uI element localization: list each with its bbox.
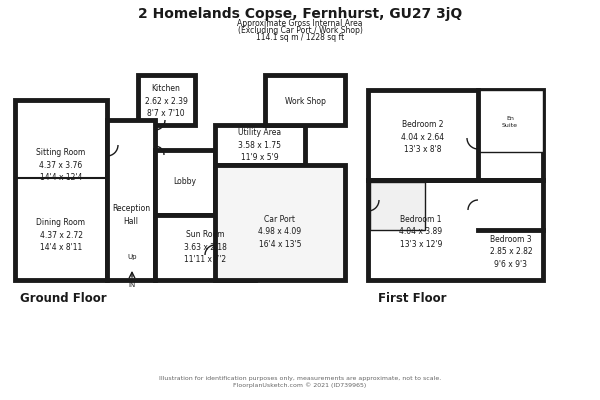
Text: Sun Room
3.63 x 2.18
11'11 x 7'2: Sun Room 3.63 x 2.18 11'11 x 7'2 (184, 230, 226, 264)
Text: Dining Room
4.37 x 2.72
14'4 x 8'11: Dining Room 4.37 x 2.72 14'4 x 8'11 (37, 218, 86, 252)
Text: Illustration for identification purposes only, measurements are approximate, not: Illustration for identification purposes… (159, 376, 441, 381)
Text: Bedroom 3
2.85 x 2.82
9'6 x 9'3: Bedroom 3 2.85 x 2.82 9'6 x 9'3 (490, 235, 532, 269)
Text: Bedroom 2
4.04 x 2.64
13'3 x 8'8: Bedroom 2 4.04 x 2.64 13'3 x 8'8 (401, 120, 445, 154)
Text: En
Suite: En Suite (502, 116, 518, 128)
Bar (368, 90, 543, 180)
Bar (478, 90, 543, 152)
Bar (15, 100, 107, 280)
Text: Ground Floor: Ground Floor (20, 292, 107, 305)
Text: Reception
Hall: Reception Hall (112, 204, 150, 226)
Bar (368, 180, 543, 280)
Text: Kitchen
2.62 x 2.39
8'7 x 7'10: Kitchen 2.62 x 2.39 8'7 x 7'10 (145, 84, 187, 118)
Bar (155, 215, 255, 280)
Bar (370, 182, 425, 230)
Text: FloorplanUsketch.com © 2021 (ID739965): FloorplanUsketch.com © 2021 (ID739965) (233, 382, 367, 388)
Bar (215, 125, 305, 165)
Bar (215, 165, 345, 280)
Text: Utility Area
3.58 x 1.75
11'9 x 5'9: Utility Area 3.58 x 1.75 11'9 x 5'9 (238, 128, 281, 162)
Text: Work Shop: Work Shop (284, 96, 325, 106)
Bar (265, 75, 345, 125)
Bar (155, 150, 215, 215)
Text: Lobby: Lobby (173, 178, 197, 186)
Text: Bedroom 1
4.04 x 3.89
13'3 x 12'9: Bedroom 1 4.04 x 3.89 13'3 x 12'9 (400, 215, 443, 249)
Text: 2 Homelands Copse, Fernhurst, GU27 3jQ: 2 Homelands Copse, Fernhurst, GU27 3jQ (138, 7, 462, 21)
Text: IN: IN (128, 282, 136, 288)
Text: Car Port
4.98 x 4.09
16'4 x 13'5: Car Port 4.98 x 4.09 16'4 x 13'5 (259, 215, 302, 249)
Text: Sitting Room
4.37 x 3.76
14'4 x 12'4: Sitting Room 4.37 x 3.76 14'4 x 12'4 (37, 148, 86, 182)
Bar (138, 75, 195, 125)
Text: (Excluding Car Port / Work Shop): (Excluding Car Port / Work Shop) (238, 26, 362, 35)
Bar (107, 120, 155, 280)
Text: Approximate Gross Internal Area: Approximate Gross Internal Area (237, 19, 363, 28)
Text: First Floor: First Floor (378, 292, 446, 305)
Text: 114.1 sq m / 1228 sq ft: 114.1 sq m / 1228 sq ft (256, 33, 344, 42)
Text: Up: Up (127, 254, 137, 260)
